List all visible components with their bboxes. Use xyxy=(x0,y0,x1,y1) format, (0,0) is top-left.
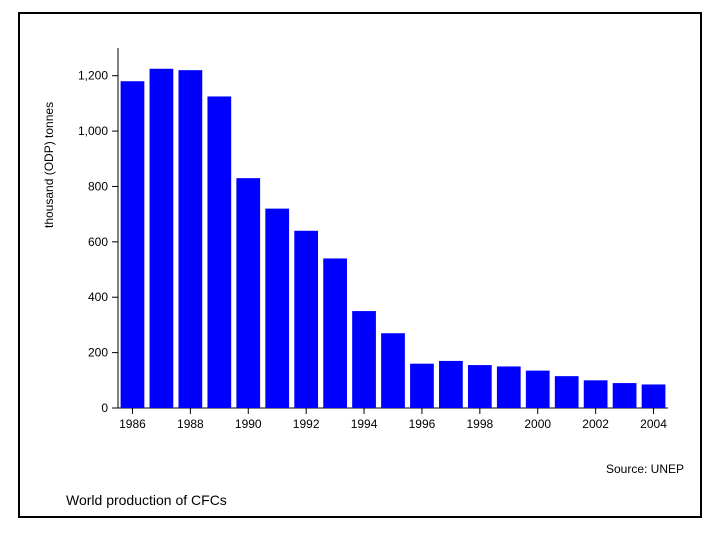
bar-2001 xyxy=(555,376,579,408)
bar-1991 xyxy=(265,209,289,408)
bar-1997 xyxy=(439,361,463,408)
outer-frame: thousand (ODP) tonnes 0 200 400 600 800 1,000… xyxy=(18,12,702,518)
chart-container: thousand (ODP) tonnes 02004006008001,000… xyxy=(48,28,678,458)
svg-text:2002: 2002 xyxy=(582,417,609,431)
svg-text:1992: 1992 xyxy=(293,417,320,431)
bar-chart: 0 200 400 600 800 1,000 1,200 1986 1988 1990 1992 1… xyxy=(48,28,678,458)
svg-text:1994: 1994 xyxy=(351,417,378,431)
bar-1994 xyxy=(352,311,376,408)
svg-text:1998: 1998 xyxy=(466,417,493,431)
bar-1989 xyxy=(207,96,231,408)
svg-text:800: 800 xyxy=(88,179,108,193)
bar-1986 xyxy=(121,81,145,408)
svg-text:1,200: 1,200 xyxy=(78,69,108,83)
bar-1987 xyxy=(150,69,174,408)
bar-1990 xyxy=(236,178,260,408)
svg-text:0: 0 xyxy=(101,401,108,415)
svg-text:600: 600 xyxy=(88,235,108,249)
bar-2004 xyxy=(642,384,666,408)
svg-text:1986: 1986 xyxy=(119,417,146,431)
chart-caption: World production of CFCs xyxy=(66,492,227,508)
svg-text:200: 200 xyxy=(88,346,108,360)
bar-2003 xyxy=(613,383,637,408)
bar-1998 xyxy=(468,365,492,408)
bar-1992 xyxy=(294,231,318,408)
bar-1999 xyxy=(497,366,521,408)
bar-1988 xyxy=(179,70,203,408)
svg-text:1988: 1988 xyxy=(177,417,204,431)
bar-2002 xyxy=(584,380,608,408)
bar-1993 xyxy=(323,258,347,408)
bar-1996 xyxy=(410,364,434,408)
svg-text:2000: 2000 xyxy=(524,417,551,431)
bar-1995 xyxy=(381,333,405,408)
y-axis-label: thousand (ODP) tonnes xyxy=(42,102,56,228)
source-text: Source: UNEP xyxy=(606,462,684,476)
svg-text:1990: 1990 xyxy=(235,417,262,431)
bar-2000 xyxy=(526,371,550,408)
svg-text:400: 400 xyxy=(88,290,108,304)
svg-text:2004: 2004 xyxy=(640,417,667,431)
svg-text:1996: 1996 xyxy=(409,417,436,431)
svg-text:1,000: 1,000 xyxy=(78,124,108,138)
